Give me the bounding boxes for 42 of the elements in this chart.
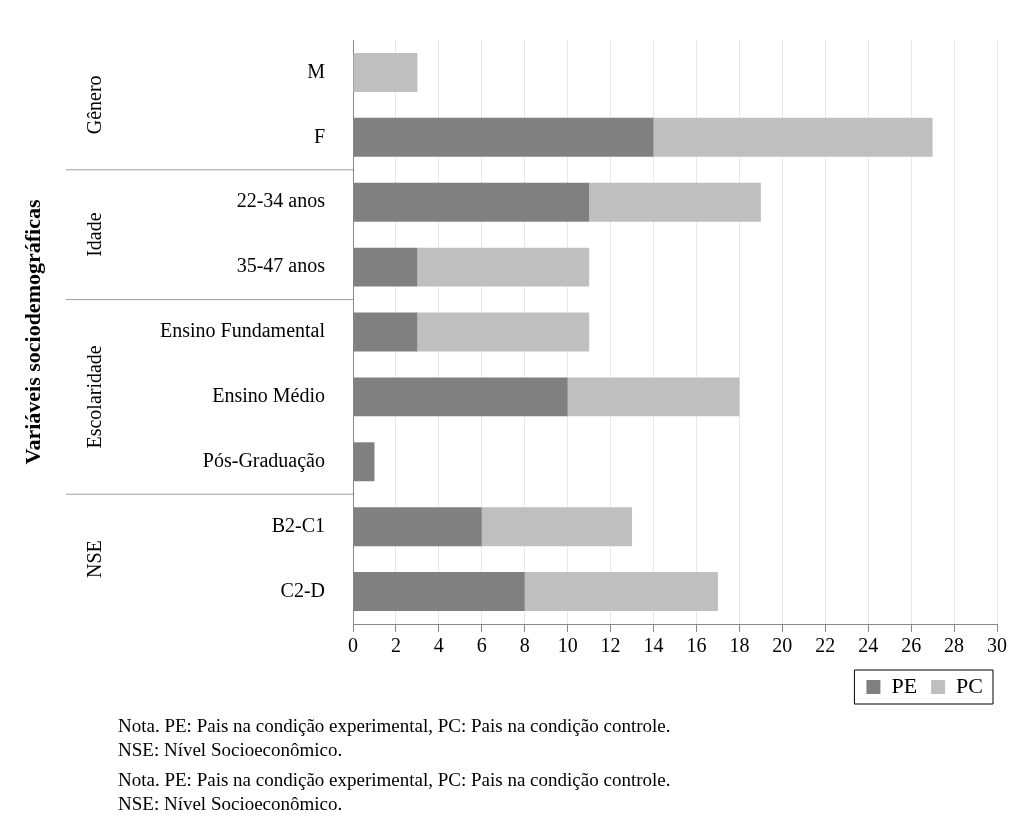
x-tick-label: 0 [348, 634, 358, 657]
y-tick-label: Pós-Graduação [202, 449, 325, 473]
x-tick-label: 14 [643, 634, 664, 657]
text: Variáveis sociodemográficas [19, 199, 45, 465]
bar [524, 572, 718, 612]
y-tick-label: F [313, 124, 325, 147]
bar [589, 182, 761, 222]
x-tick-label: 22 [815, 634, 836, 657]
x-tick-label: 10 [557, 634, 578, 657]
text: NSE [83, 540, 106, 579]
x-tick-label: 18 [729, 634, 750, 657]
bar [567, 377, 740, 417]
y-tick-label: C2-D [280, 578, 325, 601]
text: Idade [83, 212, 106, 257]
bar [653, 117, 933, 157]
x-tick-label: 16 [686, 634, 707, 657]
text: Escolaridade [83, 345, 106, 449]
bar [417, 312, 590, 352]
y-tick-label: M [307, 59, 326, 82]
x-tick-label: 24 [858, 634, 879, 657]
legend-label: PE [891, 672, 918, 698]
x-tick-label: 6 [476, 634, 487, 657]
x-tick-label: 26 [901, 634, 922, 657]
y-tick-label: 22-34 anos [236, 189, 326, 212]
bar [353, 52, 418, 92]
x-tick-label: 12 [600, 634, 621, 657]
y-tick-label: B2-C1 [271, 513, 325, 536]
text: Gênero [83, 75, 106, 135]
x-tick-label: 28 [944, 634, 965, 657]
y-tick-label: 35-47 anos [236, 254, 326, 277]
bar [417, 247, 590, 287]
legend-label: PC [956, 672, 984, 698]
x-tick-label: 2 [390, 634, 401, 657]
x-tick-label: 30 [987, 634, 1007, 657]
x-tick-label: 8 [519, 634, 530, 657]
text: Nota. PE: Pais na condição experimental, PC: Pais na condição controle. NSE: Nível Socioeconômico. [118, 714, 672, 762]
text: Nota. PE: Pais na condição experimental, PC: Pais na condição controle. NSE: Nível Socioeconômico. [118, 768, 672, 816]
y-tick-label: Ensino Fundamental [160, 319, 326, 342]
x-tick-label: 4 [433, 634, 444, 657]
y-tick-label: Ensino Médio [212, 384, 325, 407]
x-tick-label: 20 [772, 634, 793, 657]
bar [481, 507, 633, 547]
